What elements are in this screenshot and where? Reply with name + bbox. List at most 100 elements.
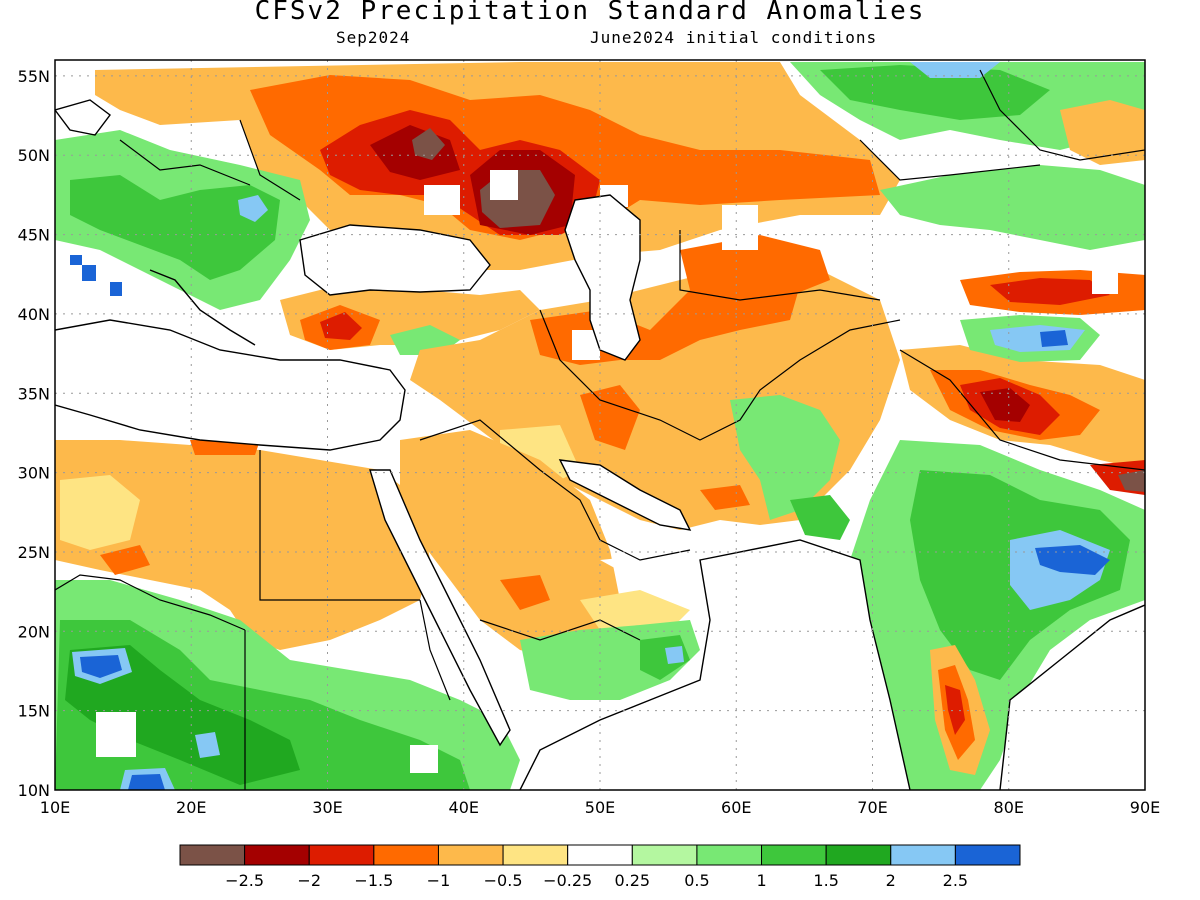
anomaly-region	[1060, 100, 1145, 165]
colorbar-label: 2	[886, 871, 896, 890]
anomaly-region	[730, 395, 840, 520]
colorbar-label: −0.5	[484, 871, 523, 890]
colorbar-labels: −2.5 −2 −1.5 −1 −0.5 −0.25 0.25 0.5 1 1.5 2 2.5	[225, 871, 968, 890]
colorbar-swatch	[308, 844, 375, 866]
colorbar-swatch	[502, 844, 569, 866]
anomaly-region	[665, 646, 684, 664]
lat-tick-label: 55N	[18, 67, 50, 86]
colorbar-swatch	[954, 844, 1021, 866]
anomaly-region	[1035, 545, 1110, 575]
anomaly-region	[580, 385, 640, 450]
anomaly-region	[65, 645, 300, 785]
anomaly-region	[945, 685, 965, 735]
anomaly-region	[412, 128, 445, 160]
lon-tick-label: 40E	[449, 798, 479, 817]
anomaly-region	[100, 545, 150, 575]
mask-cell	[424, 185, 460, 215]
anomaly-region	[195, 732, 220, 758]
anomaly-region	[400, 430, 620, 660]
anomaly-region	[500, 575, 550, 610]
lon-tick-label: 50E	[585, 798, 615, 817]
anomaly-region	[80, 655, 122, 678]
lon-tick-label: 90E	[1130, 798, 1160, 817]
colorbar-swatch	[567, 844, 633, 866]
colorbar-swatch	[825, 844, 892, 866]
lon-tick-label: 80E	[994, 798, 1024, 817]
red-sea	[370, 470, 510, 745]
anomaly-region	[910, 62, 1000, 78]
lat-tick-label: 45N	[18, 226, 50, 245]
black-sea	[300, 225, 490, 295]
bay-of-bengal	[1000, 605, 1145, 790]
anomaly-region	[128, 774, 165, 790]
anomaly-region	[640, 635, 690, 680]
anomaly-region	[55, 440, 430, 650]
colorbar-label: −2	[297, 871, 321, 890]
persian-gulf	[560, 460, 690, 530]
mask-cell	[96, 712, 136, 757]
anomaly-cell	[82, 265, 96, 281]
anomaly-region	[1118, 470, 1145, 492]
anomaly-region	[700, 485, 750, 510]
colorbar-label: 0.25	[614, 871, 650, 890]
latitude-axis: 55N 50N 45N 40N 35N 30N 25N 20N 15N 10N	[18, 67, 50, 800]
anomaly-region	[320, 312, 362, 340]
colorbar-swatch	[890, 844, 956, 866]
anomaly-cell	[70, 255, 82, 265]
lat-tick-label: 10N	[18, 781, 50, 800]
anomaly-region	[1040, 330, 1068, 347]
lon-tick-label: 20E	[176, 798, 206, 817]
anomaly-region	[70, 175, 280, 280]
forecast-month: Sep2024	[336, 28, 411, 47]
colorbar	[179, 844, 1021, 866]
colorbar-label: 1	[756, 871, 766, 890]
anomaly-region	[60, 475, 140, 550]
mask-cell	[600, 185, 628, 207]
colorbar-label: 1.5	[813, 871, 838, 890]
anomaly-cell	[110, 282, 122, 296]
lon-tick-label: 30E	[312, 798, 342, 817]
colorbar-swatch	[696, 844, 763, 866]
mask-cell	[722, 205, 758, 250]
colorbar-swatch	[761, 844, 827, 866]
arabian-sea	[520, 540, 910, 790]
colorbar-swatch	[244, 844, 310, 866]
colorbar-label: −1.5	[354, 871, 393, 890]
lat-tick-label: 15N	[18, 702, 50, 721]
colorbar-swatch	[631, 844, 698, 866]
colorbar-label: 0.5	[684, 871, 709, 890]
colorbar-label: −2.5	[225, 871, 264, 890]
lat-tick-label: 30N	[18, 464, 50, 483]
mask-cell	[410, 745, 438, 773]
mediterranean-sea	[55, 320, 405, 450]
anomaly-region	[990, 278, 1110, 305]
colorbar-label: −0.25	[543, 871, 592, 890]
colorbar-swatch	[437, 844, 504, 866]
mask-cell	[572, 330, 600, 360]
gridlines	[55, 60, 1145, 790]
lat-tick-label: 50N	[18, 146, 50, 165]
anomaly-region	[790, 495, 850, 540]
colorbar-label: 2.5	[943, 871, 968, 890]
anomaly-region	[980, 388, 1030, 422]
lat-tick-label: 35N	[18, 384, 50, 403]
colorbar-swatch	[179, 844, 246, 866]
anomaly-region	[238, 195, 268, 222]
anomaly-region	[880, 165, 1145, 250]
lon-tick-label: 10E	[40, 798, 70, 817]
map-frame	[54, 59, 1146, 791]
lat-tick-label: 25N	[18, 543, 50, 562]
lat-tick-label: 20N	[18, 622, 50, 641]
caspian-sea	[565, 195, 640, 360]
map-title: CFSv2 Precipitation Standard Anomalies	[254, 0, 926, 26]
lon-tick-label: 70E	[857, 798, 887, 817]
colorbar-swatch	[373, 844, 439, 866]
lon-tick-label: 60E	[721, 798, 751, 817]
colorbar-label: −1	[427, 871, 451, 890]
lat-tick-label: 40N	[18, 305, 50, 324]
mask-cell	[490, 170, 518, 200]
coastlines	[55, 99, 1145, 790]
initial-conditions: June2024 initial conditions	[590, 28, 878, 47]
longitude-axis: 10E 20E 30E 40E 50E 60E 70E 80E 90E	[40, 798, 1160, 817]
